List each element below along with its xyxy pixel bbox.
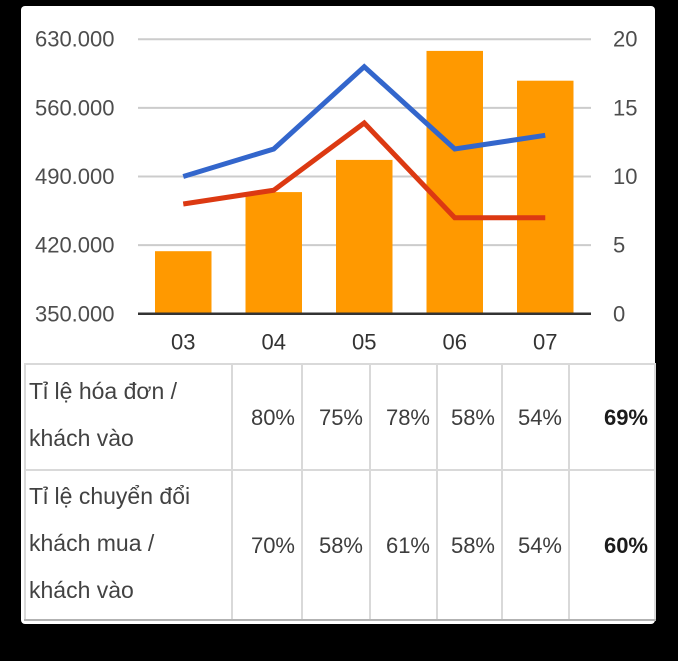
svg-text:420.000: 420.000 [35,233,115,258]
svg-text:10: 10 [613,164,637,189]
svg-text:630.000: 630.000 [35,27,115,52]
svg-text:490.000: 490.000 [35,164,115,189]
svg-text:15: 15 [613,95,637,120]
svg-text:07: 07 [533,330,557,355]
svg-text:0: 0 [613,301,625,326]
svg-text:350.000: 350.000 [35,301,115,326]
svg-text:560.000: 560.000 [35,95,115,120]
svg-text:04: 04 [262,330,286,355]
svg-text:03: 03 [171,330,195,355]
svg-text:06: 06 [443,330,467,355]
svg-text:5: 5 [613,233,625,258]
svg-text:20: 20 [613,27,637,52]
svg-text:05: 05 [352,330,376,355]
